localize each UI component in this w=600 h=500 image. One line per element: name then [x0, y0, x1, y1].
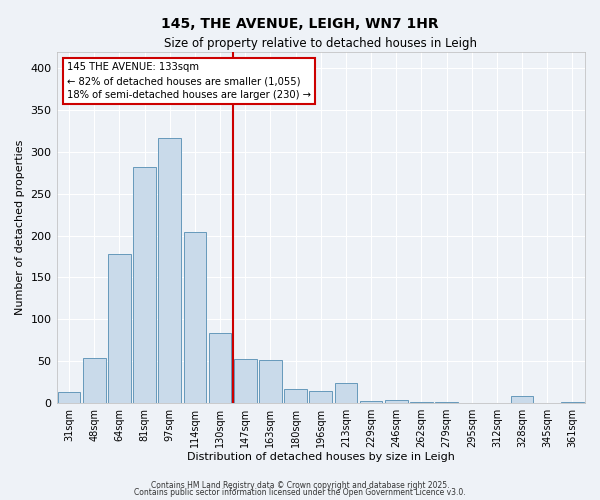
Bar [209, 332, 232, 402]
Bar [310, 391, 332, 402]
Text: Contains public sector information licensed under the Open Government Licence v3: Contains public sector information licen… [134, 488, 466, 497]
Bar [234, 359, 257, 403]
Bar [385, 400, 407, 402]
Bar [284, 390, 307, 402]
Bar [511, 396, 533, 402]
Bar [184, 232, 206, 402]
Text: 145 THE AVENUE: 133sqm
← 82% of detached houses are smaller (1,055)
18% of semi-: 145 THE AVENUE: 133sqm ← 82% of detached… [67, 62, 311, 100]
X-axis label: Distribution of detached houses by size in Leigh: Distribution of detached houses by size … [187, 452, 455, 462]
Bar [58, 392, 80, 402]
Title: Size of property relative to detached houses in Leigh: Size of property relative to detached ho… [164, 38, 477, 51]
Bar [133, 167, 156, 402]
Bar [108, 254, 131, 402]
Bar [259, 360, 282, 403]
Bar [360, 401, 382, 402]
Y-axis label: Number of detached properties: Number of detached properties [15, 140, 25, 315]
Text: 145, THE AVENUE, LEIGH, WN7 1HR: 145, THE AVENUE, LEIGH, WN7 1HR [161, 18, 439, 32]
Bar [158, 138, 181, 402]
Bar [335, 382, 357, 402]
Text: Contains HM Land Registry data © Crown copyright and database right 2025.: Contains HM Land Registry data © Crown c… [151, 480, 449, 490]
Bar [83, 358, 106, 403]
